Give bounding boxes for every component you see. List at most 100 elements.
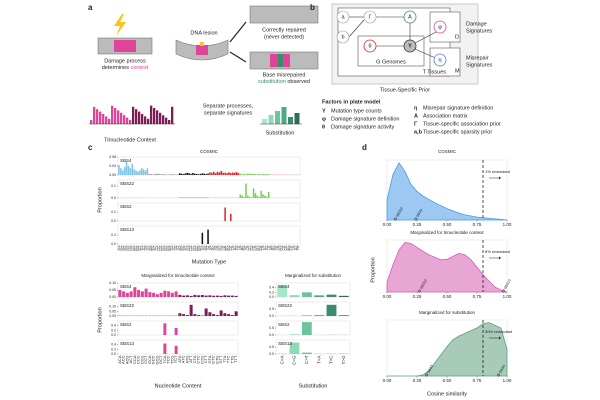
caption: determines context: [102, 65, 149, 71]
icon-bar: [156, 110, 159, 124]
x-tick-label: GTA: [284, 245, 287, 250]
bar: [167, 291, 171, 297]
annotation-arrowhead: [499, 176, 501, 180]
panel-frame: [117, 202, 301, 222]
bar: [267, 192, 270, 198]
x-tick-label: TTA: [292, 245, 295, 250]
bar: [186, 172, 188, 175]
bar: [197, 295, 201, 297]
icon-bar: [159, 112, 162, 124]
x-tick-label: GCC: [195, 245, 198, 251]
bar: [219, 310, 223, 316]
bar: [139, 170, 141, 175]
x-tick-label: 1.00: [503, 222, 512, 227]
y-tick-label: 0.05: [109, 288, 116, 292]
bar: [230, 213, 232, 221]
bar: [150, 174, 152, 175]
bar: [170, 292, 174, 297]
bar: [262, 173, 264, 175]
icon-bars: [89, 105, 175, 125]
plate-label: Tissue-Specific Prior: [380, 87, 430, 93]
x-tick-label: ATC: [271, 245, 274, 250]
bar: [178, 313, 182, 316]
x-tick-label: TTA: [231, 245, 234, 250]
x-tick-label: CTT: [283, 245, 286, 250]
x-tick-label: ATT: [188, 355, 193, 363]
y-tick-label: 0.0: [111, 219, 116, 223]
node-label: φ: [438, 24, 442, 30]
y-tick-label: 0.0: [269, 314, 274, 318]
x-tick-label: C>T: [304, 355, 309, 364]
x-tick-label: CTG: [281, 245, 284, 250]
bar: [222, 172, 224, 175]
bar: [223, 313, 227, 316]
y-axis-label: Proportion: [97, 187, 103, 212]
caption: substitution observed: [258, 79, 310, 85]
bar: [174, 328, 178, 335]
x-tick-label: GCG: [167, 245, 170, 251]
x-tick-label: CTG: [220, 245, 223, 250]
signature-label: SBS4: [278, 284, 290, 289]
legend-symbol: Γ: [414, 121, 418, 127]
bar: [129, 291, 133, 297]
x-tick-label: T>C: [329, 355, 334, 364]
legend-symbol: Y: [322, 108, 326, 114]
y-tick-label: 0.2: [111, 210, 116, 214]
annotation-arrowhead: [499, 256, 501, 260]
bar: [254, 173, 257, 175]
x-tick-label: TTT: [233, 355, 238, 363]
x-tick-label: GTA: [207, 355, 212, 363]
x-tick-label: ATA: [209, 245, 212, 250]
caption: Trinucleotide Context: [104, 137, 156, 143]
point-label: SBS4: [416, 208, 424, 218]
annotation: 6% redundant: [485, 249, 511, 254]
bar: [245, 183, 247, 198]
x-tick-label: CCA: [125, 245, 128, 251]
point-label: SBS22: [419, 278, 428, 289]
bar: [237, 172, 240, 175]
annotation: 1% redundant: [485, 169, 511, 174]
x-tick-label: 1.00: [503, 294, 512, 299]
bar: [185, 295, 189, 297]
bar: [239, 173, 242, 175]
x-tick-label: CTG: [199, 356, 204, 364]
x-tick-label: CCC: [188, 245, 191, 251]
bar: [234, 295, 238, 297]
caption: observed: [287, 79, 310, 85]
icon-bar: [120, 112, 123, 124]
bar: [208, 312, 212, 316]
y-tick-label: 0.4: [111, 343, 116, 347]
bar: [193, 314, 197, 316]
x-tick-label: GTA: [224, 245, 227, 250]
x-tick-label: CCT: [143, 355, 148, 364]
x-tick-label: TCC: [142, 245, 145, 250]
bar: [197, 174, 200, 175]
x-tick-label: ATC: [241, 245, 244, 250]
x-tick-label: 0.50: [443, 294, 452, 299]
y-tick-label: 0.0: [111, 333, 116, 337]
x-tick-label: TCA: [140, 245, 143, 250]
bar: [277, 353, 288, 354]
legend-symbol: φ: [322, 116, 326, 122]
x-tick-label: 0.00: [383, 378, 392, 383]
bar: [277, 174, 279, 175]
dna-repaired: [249, 5, 319, 24]
x-tick-label: CTC: [196, 355, 201, 363]
panel-b: b a b Γ A θ Y φ η D Damage Signatures M …: [310, 3, 501, 135]
chart-title: COSMIC: [438, 149, 457, 154]
caption: Separate processes,: [203, 103, 254, 109]
bar: [184, 173, 187, 175]
y-tick-label: 0.00: [109, 173, 116, 177]
y-tick-label: 0.00: [109, 295, 116, 299]
x-tick-label: GCG: [137, 245, 140, 251]
x-tick-label: GCC: [151, 355, 156, 364]
x-axis-label: Nucleotide Content: [155, 383, 202, 389]
bar: [245, 174, 247, 175]
panel-a: a Damage process determines context DNA …: [88, 3, 319, 143]
node: [336, 10, 350, 24]
y-tick-label: 0.4: [111, 324, 116, 328]
x-tick-label: TCA: [162, 355, 167, 363]
bar: [262, 194, 264, 198]
plate-label: G Genomes: [376, 59, 406, 65]
bar: [129, 168, 132, 175]
